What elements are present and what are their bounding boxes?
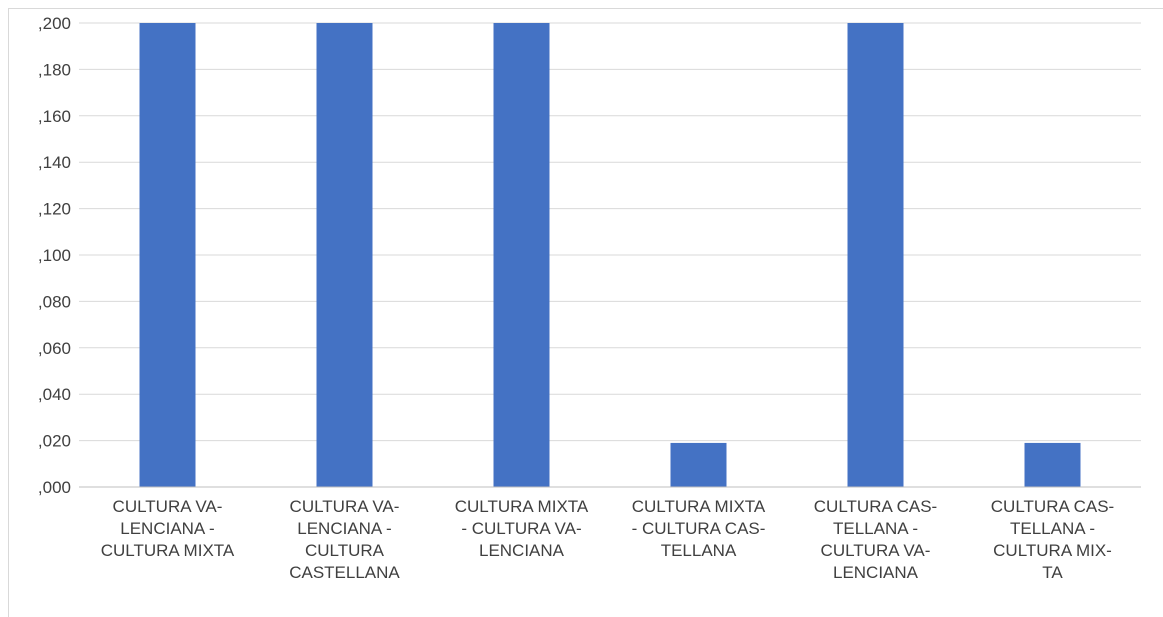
x-category-label: CULTURA VA- LENCIANA - CULTURA MIXTA — [101, 497, 235, 560]
y-tick-label: ,100 — [38, 246, 71, 265]
x-category-label-line: CULTURA VA- — [821, 541, 931, 560]
bar — [847, 23, 904, 487]
x-category-label-line: CULTURA VA- — [113, 497, 223, 516]
bars — [139, 23, 1081, 487]
y-axis-tick-labels: ,000 ,020 ,040 ,060 ,080 ,100 ,120 ,140 ,160 ,180… — [38, 14, 71, 497]
x-category-label-line: LENCIANA — [833, 563, 919, 582]
x-axis-category-labels: CULTURA VA-LENCIANA -CULTURA MIXTACULTUR… — [101, 497, 1114, 582]
x-category-label-line: TELLANA - — [833, 519, 918, 538]
x-category-label: CULTURA MIXTA - CULTURA VA- LENCIANA — [455, 497, 589, 560]
x-category-label-line: - CULTURA CAS- — [632, 519, 766, 538]
x-category-label-line: CULTURA CAS- — [991, 497, 1114, 516]
chart-frame — [8, 8, 1163, 617]
x-category-label-line: CULTURA — [305, 541, 385, 560]
x-category-label-line: CULTURA MIXTA — [455, 497, 589, 516]
x-category-label-line: CULTURA VA- — [290, 497, 400, 516]
y-tick-label: ,000 — [38, 478, 71, 497]
x-category-label-line: LENCIANA - — [297, 519, 391, 538]
x-category-label: CULTURA MIXTA - CULTURA CAS- TELLANA — [632, 497, 766, 560]
bar — [1024, 442, 1081, 487]
y-tick-label: ,180 — [38, 60, 71, 79]
x-category-label-line: TA — [1042, 563, 1063, 582]
x-category-label-line: TELLANA — [661, 541, 737, 560]
y-tick-label: ,040 — [38, 385, 71, 404]
bar — [493, 23, 550, 487]
y-tick-label: ,080 — [38, 292, 71, 311]
x-category-label: CULTURA VA- LENCIANA - CULTURA CASTELLANA — [289, 497, 400, 582]
x-category-label-line: CULTURA CAS- — [814, 497, 937, 516]
y-tick-label: ,160 — [38, 107, 71, 126]
y-tick-label: ,120 — [38, 200, 71, 219]
x-category-label-line: TELLANA - — [1010, 519, 1095, 538]
y-tick-label: ,060 — [38, 339, 71, 358]
bar — [670, 442, 727, 487]
gridlines — [79, 22, 1141, 488]
y-tick-label: ,140 — [38, 153, 71, 172]
x-category-label-line: CULTURA MIXTA — [632, 497, 766, 516]
x-category-label: CULTURA CAS- TELLANA - CULTURA VA- LENCIANA — [814, 497, 937, 582]
x-category-label-line: CULTURA MIXTA — [101, 541, 235, 560]
x-category-label: CULTURA CAS- TELLANA - CULTURA MIX- TA — [991, 497, 1114, 582]
y-tick-label: ,020 — [38, 432, 71, 451]
bar — [139, 23, 196, 487]
x-category-label-line: CULTURA MIX- — [993, 541, 1112, 560]
y-tick-label: ,200 — [38, 14, 71, 33]
x-category-label-line: LENCIANA - — [120, 519, 214, 538]
x-category-label-line: LENCIANA — [479, 541, 565, 560]
x-category-label-line: - CULTURA VA- — [461, 519, 581, 538]
x-category-label-line: CASTELLANA — [289, 563, 400, 582]
bar — [316, 23, 373, 487]
